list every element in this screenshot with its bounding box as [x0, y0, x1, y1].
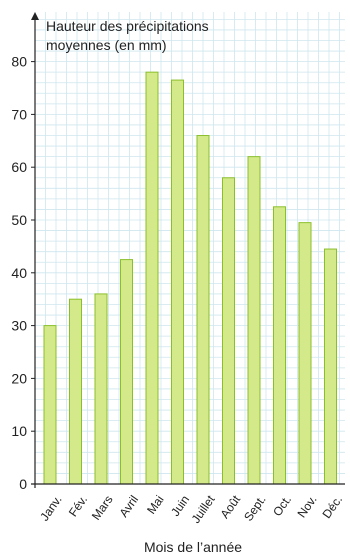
bars [43, 71, 337, 485]
y-tick-label: 40 [11, 265, 27, 281]
y-axis-arrow [31, 12, 39, 20]
x-tick-label: Août [218, 492, 244, 521]
y-ticks: 0 10 20 30 40 50 60 70 80 [11, 54, 35, 492]
x-tick-label: Nov. [295, 493, 320, 521]
y-tick-label: 0 [19, 476, 27, 492]
bar-1 [43, 325, 57, 485]
y-tick-label: 20 [11, 370, 27, 386]
bar-11 [298, 222, 312, 485]
x-tick-label: Juin [168, 493, 192, 519]
bar-5 [145, 71, 159, 485]
x-tick-label: Sept. [241, 493, 269, 524]
bar-8 [222, 177, 235, 485]
bar-6 [171, 79, 184, 485]
bar-4 [120, 259, 133, 485]
y-tick-label: 30 [11, 318, 27, 334]
y-axis-label-line-2: moyennes (en mm) [46, 37, 167, 53]
x-tick-label: Mai [144, 493, 167, 517]
x-axis-label: Mois de l’année [144, 539, 242, 555]
bar-2 [69, 298, 82, 485]
bar-3 [94, 293, 108, 485]
y-tick-label: 10 [11, 423, 27, 439]
x-tick-label: Avril [116, 493, 141, 520]
x-tick-label: Déc. [320, 493, 346, 521]
y-tick-label: 60 [11, 159, 27, 175]
bar-9 [247, 156, 261, 485]
x-tick-label: Janv. [37, 493, 64, 524]
bar-12 [324, 248, 337, 485]
y-tick-label: 50 [11, 212, 27, 228]
y-axis-label-line-1: Hauteur des précipitations [46, 18, 209, 34]
bar-7 [196, 135, 210, 485]
x-tick-label: Juillet [189, 492, 218, 526]
y-tick-label: 70 [11, 106, 27, 122]
bar-10 [273, 206, 286, 485]
axes [31, 12, 345, 488]
x-tick-label: Oct. [270, 493, 294, 519]
y-tick-label: 80 [11, 54, 27, 70]
x-tick-label: Fév. [66, 493, 90, 519]
x-tick-label: Mars [89, 493, 116, 523]
